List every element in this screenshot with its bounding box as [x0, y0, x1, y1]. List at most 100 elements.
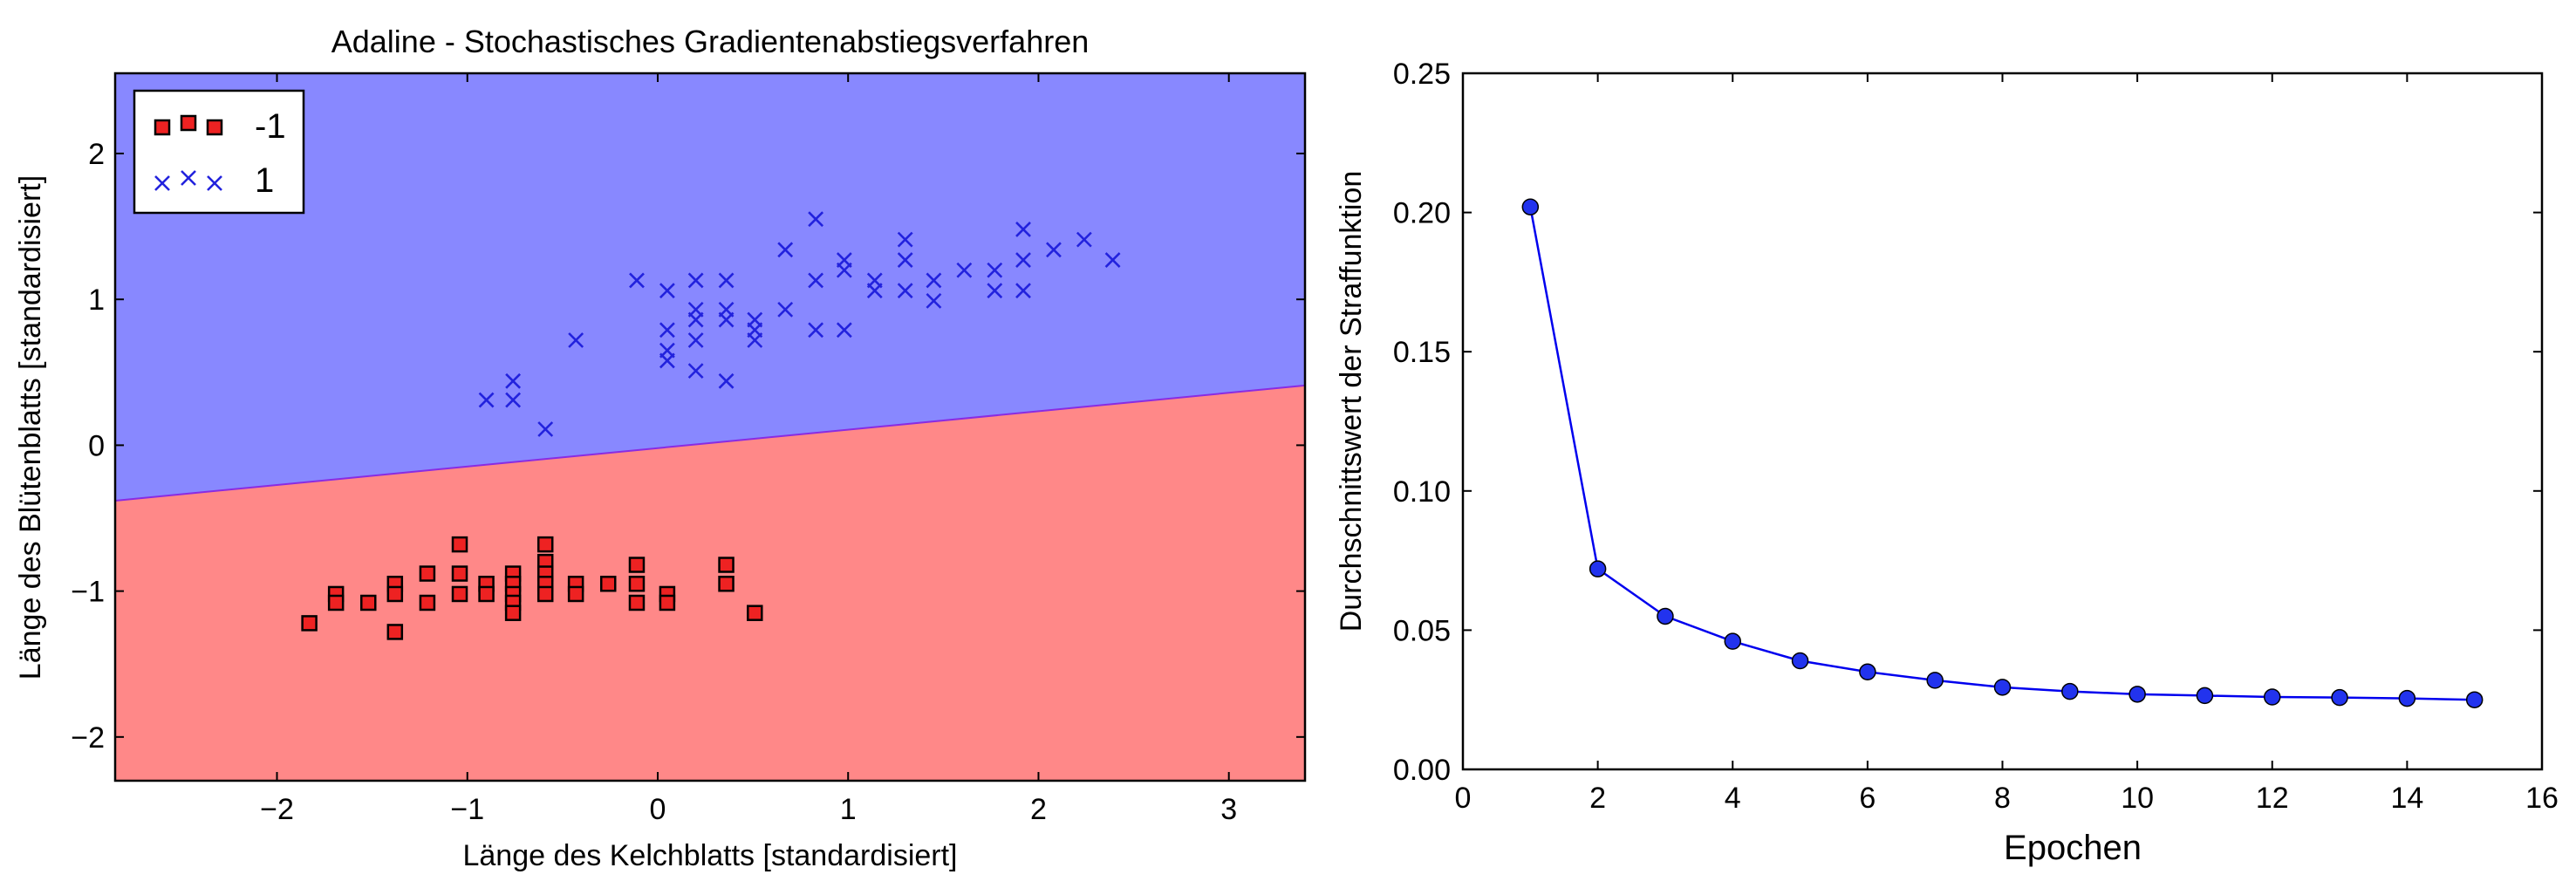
cost-point: [1791, 652, 1809, 670]
point-class-neg: [301, 615, 318, 632]
point-class-neg: [451, 536, 468, 553]
point-class-pos: [987, 283, 1003, 299]
y-tick-label: −2: [71, 721, 105, 755]
left-axes-frame: [113, 72, 1307, 782]
point-class-pos: [505, 372, 522, 389]
decision-regions: [115, 73, 1305, 781]
legend-marker-pos: [154, 175, 170, 191]
x-tick-label: 10: [2121, 782, 2154, 815]
decision-region-chart: −2 −1 0 1 2 3 −2 −1 0 1 2 Adaline - Stochastisches…: [14, 24, 1307, 872]
legend: -1 1: [133, 89, 305, 215]
point-class-neg: [628, 594, 646, 611]
cost-point: [2264, 688, 2281, 706]
point-class-pos: [537, 421, 554, 437]
x-stroke: [777, 301, 794, 318]
x-tick-label: 14: [2390, 782, 2423, 815]
x-tick-label: 0: [650, 793, 666, 826]
legend-marker-neg: [180, 114, 197, 132]
point-class-pos: [718, 272, 735, 289]
left-ticks: −2 −1 0 1 2 3 −2 −1 0 1 2: [71, 73, 1305, 826]
x-stroke: [956, 262, 973, 278]
point-class-neg: [419, 565, 436, 582]
x-tick-label: 0: [1455, 782, 1472, 815]
x-stroke: [718, 301, 735, 318]
point-class-pos: [808, 322, 824, 338]
point-class-neg: [451, 585, 468, 603]
x-tick-label: −2: [260, 793, 294, 826]
y-tick-label: 2: [88, 138, 105, 171]
point-class-pos: [897, 283, 913, 299]
x-stroke: [836, 322, 852, 338]
right-x-axis-label: Epochen: [2004, 829, 2142, 867]
legend-marker-neg: [154, 119, 171, 136]
left-x-axis-label: Länge des Kelchblatts [standardisiert]: [462, 839, 957, 872]
x-stroke: [747, 311, 763, 328]
x-tick-label: 8: [1994, 782, 2011, 815]
x-stroke: [1015, 222, 1031, 237]
x-stroke: [866, 272, 883, 289]
point-class-pos: [659, 283, 675, 299]
cost-point: [1926, 672, 1944, 689]
point-class-neg: [628, 576, 646, 592]
point-class-neg: [718, 576, 735, 592]
legend-marks: [154, 114, 223, 191]
point-class-pos: [808, 272, 824, 289]
y-tick-label: 0.15: [1393, 336, 1451, 369]
x-stroke: [897, 283, 913, 299]
point-class-pos: [987, 262, 1003, 278]
cost-point: [1521, 198, 1540, 215]
legend-marker-pos: [207, 175, 222, 191]
x-stroke: [687, 301, 704, 318]
x-stroke: [1046, 242, 1062, 258]
x-stroke: [505, 372, 522, 389]
x-stroke: [687, 332, 704, 348]
x-stroke: [659, 283, 675, 299]
x-stroke: [926, 292, 942, 309]
point-class-neg: [386, 624, 404, 640]
point-class-pos: [1015, 252, 1031, 268]
x-stroke: [659, 342, 675, 359]
cost-series: [1521, 198, 2484, 708]
decision-boundary-line: [115, 384, 1305, 502]
right-axes-frame: [1461, 72, 2544, 771]
point-class-neg: [747, 605, 763, 621]
x-stroke: [926, 272, 942, 289]
x-stroke: [687, 272, 704, 289]
x-tick-label: 1: [840, 793, 857, 826]
point-class-pos: [687, 332, 704, 348]
point-class-neg: [659, 594, 676, 611]
cost-point: [2398, 689, 2416, 707]
point-class-pos: [866, 272, 883, 289]
cost-point: [2128, 686, 2146, 703]
cost-point: [1859, 663, 1876, 681]
point-class-pos: [687, 363, 704, 379]
cost-point: [1657, 607, 1674, 625]
left-y-axis-label: Länge des Blütenblatts [standardisiert]: [14, 175, 47, 680]
x-tick-label: −1: [450, 793, 484, 826]
scatter-points: [301, 211, 1121, 640]
point-class-pos: [1104, 252, 1121, 268]
x-stroke: [1104, 252, 1121, 268]
cost-point: [2196, 687, 2214, 705]
x-stroke: [897, 231, 913, 248]
point-class-pos: [777, 301, 794, 318]
legend-label-neg: -1: [255, 107, 286, 146]
point-class-pos: [1076, 231, 1092, 248]
y-tick-label: 0.05: [1393, 614, 1451, 647]
x-stroke: [718, 272, 735, 289]
point-class-pos: [926, 272, 942, 289]
point-class-pos: [687, 272, 704, 289]
x-tick-label: 4: [1725, 782, 1741, 815]
x-tick-label: 12: [2256, 782, 2289, 815]
x-stroke: [1015, 283, 1031, 299]
x-stroke: [777, 242, 794, 258]
x-stroke: [897, 252, 913, 268]
right-ticks: 0 2 4 6 8 10 12 14 16 0.00 0.05 0.10 0.15 0.20 0.25: [1393, 58, 2559, 815]
x-stroke: [718, 372, 735, 389]
x-stroke: [478, 392, 495, 408]
point-class-pos: [1015, 222, 1031, 237]
x-stroke: [808, 322, 824, 338]
point-class-pos: [808, 211, 824, 228]
x-tick-label: 3: [1220, 793, 1237, 826]
